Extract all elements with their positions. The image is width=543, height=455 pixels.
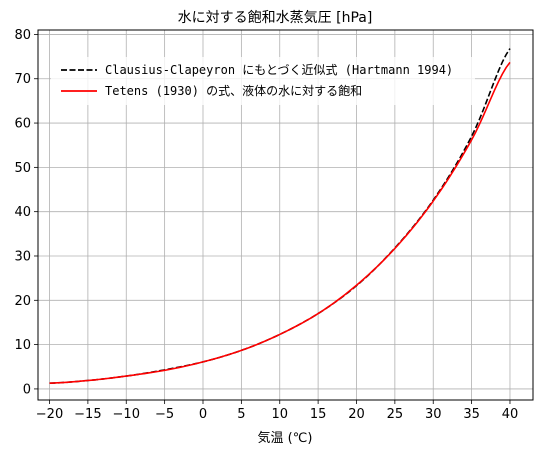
x-tick-label: −10: [113, 407, 140, 422]
legend-box: [51, 57, 475, 105]
chart-title: 水に対する飽和水蒸気圧 [hPa]: [178, 9, 373, 26]
x-tick-label: 25: [387, 407, 404, 422]
y-tick-label: 60: [14, 117, 31, 132]
x-tick-label: 20: [348, 407, 365, 422]
x-axis-label: 気温 (℃): [258, 430, 313, 446]
plot-lines: [49, 48, 511, 384]
x-tick-label: −15: [74, 407, 101, 422]
x-tick-label: 30: [425, 407, 442, 422]
legend-label-tetens: Tetens (1930) の式、液体の水に対する飽和: [105, 83, 362, 98]
y-tick-label: 40: [14, 205, 31, 220]
legend: Clausius-Clapeyron にもとづく近似式 (Hartmann 19…: [51, 57, 475, 105]
x-tick-label: 0: [199, 407, 207, 422]
x-tick-label: 5: [237, 407, 245, 422]
x-tick-label: −5: [155, 407, 174, 422]
plot-frame: [37, 29, 534, 401]
y-tick-label: 10: [14, 338, 31, 353]
x-tick-label: 35: [463, 407, 480, 422]
series-line-tetens: [49, 61, 511, 384]
x-tick-label: 15: [310, 407, 327, 422]
y-tick-label: 20: [14, 294, 31, 309]
y-tick-label: 50: [14, 161, 31, 176]
y-tick-label: 30: [14, 249, 31, 264]
y-tick-label: 80: [14, 28, 31, 43]
legend-label-hartmann: Clausius-Clapeyron にもとづく近似式 (Hartmann 19…: [105, 63, 453, 77]
y-tick-label: 70: [14, 72, 31, 87]
x-tick-label: 40: [502, 407, 519, 422]
y-tick-label: 0: [23, 382, 31, 397]
x-tick-label: 10: [271, 407, 288, 422]
axis-ticks: −20 −15 −10 −5 0 5 10 15 20 25 30 35 40 0 10 20 30 40 50 60…: [14, 28, 518, 422]
x-tick-label: −20: [36, 407, 63, 422]
